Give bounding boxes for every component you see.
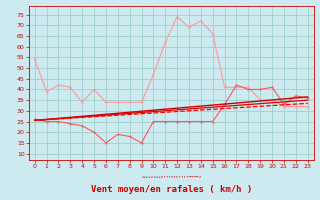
Text: ↙↙↙↙↙↙↙↙↙↑↑↑↖↖↖↑↑↑↑→→→→↗: ↙↙↙↙↙↙↙↙↙↑↑↑↖↖↖↑↑↑↑→→→→↗ bbox=[141, 175, 201, 179]
Text: Vent moyen/en rafales ( km/h ): Vent moyen/en rafales ( km/h ) bbox=[91, 184, 252, 194]
